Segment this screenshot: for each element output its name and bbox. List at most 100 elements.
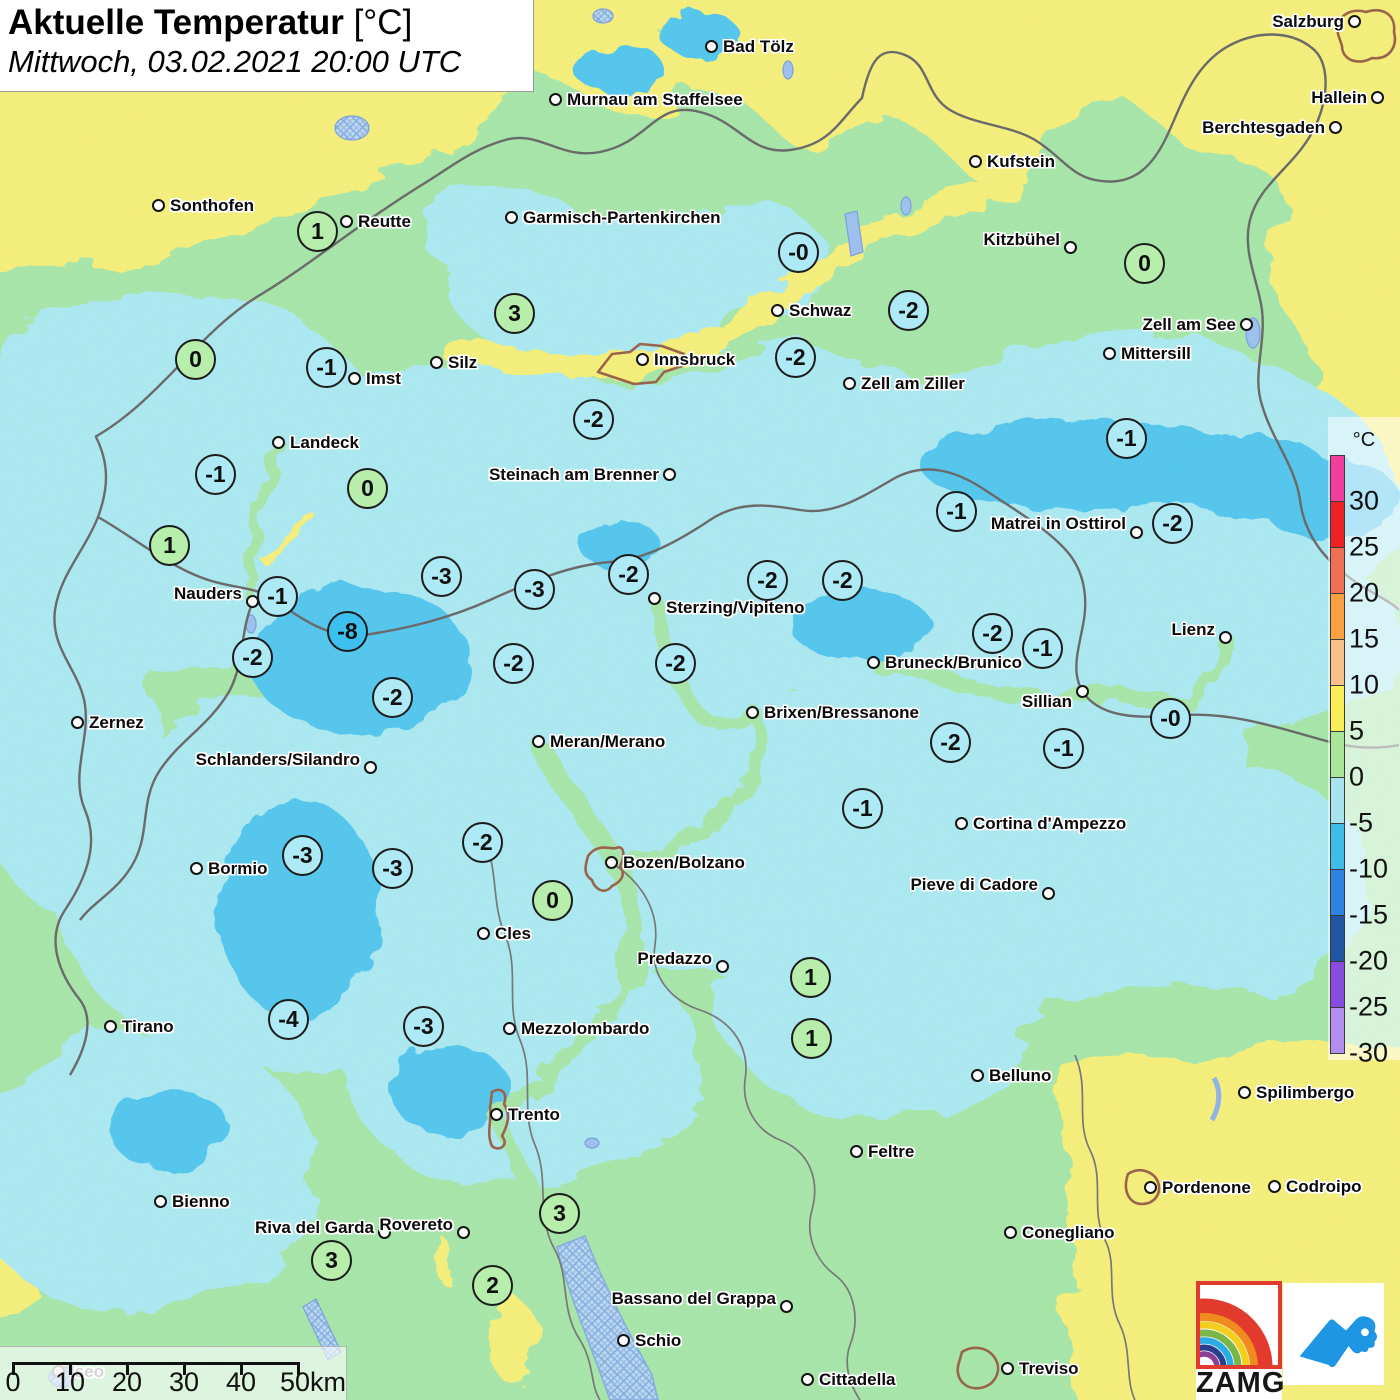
city-marker-berchtesgaden	[1329, 121, 1342, 134]
city-marker-zell-am-ziller	[843, 377, 856, 390]
city-label-kufstein: Kufstein	[987, 152, 1055, 171]
city-marker-predazzo	[716, 960, 729, 973]
city-label-rovereto: Rovereto	[379, 1215, 453, 1234]
city-marker-reutte	[340, 215, 353, 228]
city-marker-lienz	[1219, 631, 1232, 644]
city-marker-mezzolombardo	[503, 1022, 516, 1035]
legend-color--25	[1330, 961, 1345, 1008]
station-temp-bubble: 0	[532, 880, 573, 921]
legend-tick-label: -30	[1349, 1037, 1389, 1068]
city-marker-schio	[617, 1334, 630, 1347]
station-temp-bubble: -2	[462, 822, 503, 863]
station-temp-bubble: -2	[888, 290, 929, 331]
city-marker-feltre	[850, 1145, 863, 1158]
station-temp-bubble: -1	[1106, 418, 1147, 459]
city-label-mittersill: Mittersill	[1121, 344, 1191, 363]
city-marker-kitzb-hel	[1064, 241, 1077, 254]
station-temp-bubble: 1	[297, 211, 338, 252]
city-label-bozen-bolzano: Bozen/Bolzano	[623, 853, 745, 872]
station-temp-bubble: -0	[1150, 698, 1191, 739]
station-temp-bubble: -2	[655, 643, 696, 684]
scale-bar: 0 10 20 30 40 50km	[0, 1346, 347, 1400]
station-temp-bubble: 3	[311, 1240, 352, 1281]
scale-bar-tick	[240, 1362, 243, 1375]
legend-color--15	[1330, 869, 1345, 916]
city-marker-sterzing-vipiteno	[648, 592, 661, 605]
station-temp-bubble: -1	[195, 454, 236, 495]
legend-tick-label: 0	[1349, 761, 1365, 792]
station-temp-bubble: -2	[493, 643, 534, 684]
scale-bar-line	[13, 1362, 299, 1365]
station-temp-bubble: 0	[175, 339, 216, 380]
city-label-predazzo: Predazzo	[637, 949, 712, 968]
city-marker-riva-del-garda	[378, 1226, 391, 1239]
city-label-zell-am-see: Zell am See	[1142, 315, 1236, 334]
legend-color-5	[1330, 685, 1345, 732]
city-marker-sonthofen	[152, 199, 165, 212]
scale-bar-tick	[297, 1362, 300, 1375]
regional-borders	[479, 829, 1136, 1400]
city-marker-belluno	[971, 1069, 984, 1082]
station-temp-bubble: 1	[149, 525, 190, 566]
scale-bar-label: 0	[5, 1367, 21, 1397]
map-title-unit: [°C]	[353, 3, 413, 42]
legend-color--20	[1330, 915, 1345, 962]
city-marker-kufstein	[969, 155, 982, 168]
city-marker-steinach-am-brenner	[663, 468, 676, 481]
station-temp-bubble: 3	[494, 293, 535, 334]
city-label-berchtesgaden: Berchtesgaden	[1202, 118, 1325, 137]
station-temp-bubble: -1	[936, 491, 977, 532]
station-temp-bubble: -1	[1022, 628, 1063, 669]
scale-bar-label: 50km	[279, 1367, 347, 1397]
city-label-brixen-bressanone: Brixen/Bressanone	[764, 703, 919, 722]
city-marker-garmisch-partenkirchen	[505, 211, 518, 224]
station-temp-bubble: -1	[306, 347, 347, 388]
city-marker-trento	[490, 1108, 503, 1121]
city-marker-sillian	[1076, 685, 1089, 698]
legend-tick-label: -15	[1349, 899, 1389, 930]
city-label-trento: Trento	[508, 1105, 560, 1124]
city-marker-imst	[348, 372, 361, 385]
city-marker-conegliano	[1004, 1226, 1017, 1239]
city-marker-hallein	[1371, 91, 1384, 104]
city-label-schlanders-silandro: Schlanders/Silandro	[195, 750, 360, 769]
temperature-legend: °C 30 25 20 15 10 5 0 -5 -10 -15 -20 -25 -30	[1328, 417, 1400, 1068]
city-marker-pordenone	[1144, 1181, 1157, 1194]
legend-tick-label: 10	[1349, 669, 1380, 700]
city-marker-codroipo	[1268, 1180, 1281, 1193]
city-label-lienz: Lienz	[1171, 620, 1215, 639]
scale-bar-label: 30	[168, 1367, 200, 1397]
city-marker-zell-am-see	[1240, 318, 1253, 331]
legend-color-15	[1330, 593, 1345, 640]
scale-bar-tick	[126, 1362, 129, 1375]
legend-tick-label: -10	[1349, 853, 1389, 884]
city-label-bormio: Bormio	[208, 859, 268, 878]
city-label-mezzolombardo: Mezzolombardo	[521, 1019, 650, 1038]
city-label-murnau-am-staffelsee: Murnau am Staffelsee	[567, 90, 743, 109]
city-label-conegliano: Conegliano	[1022, 1223, 1115, 1242]
station-temp-bubble: 1	[790, 957, 831, 998]
city-label-pieve-di-cadore: Pieve di Cadore	[910, 875, 1038, 894]
legend-unit-label: °C	[1352, 429, 1376, 451]
city-marker-bozen-bolzano	[605, 856, 618, 869]
scale-bar-label: 20	[111, 1367, 143, 1397]
city-label-bad-t-lz: Bad Tölz	[723, 37, 794, 56]
legend-tick-label: 30	[1349, 485, 1380, 516]
station-temp-bubble: -3	[403, 1006, 444, 1047]
station-temp-bubble: 2	[472, 1265, 513, 1306]
legend-tick-label: 25	[1349, 531, 1380, 562]
legend-color-10	[1330, 639, 1345, 686]
station-temp-bubble: -2	[747, 560, 788, 601]
city-label-garmisch-partenkirchen: Garmisch-Partenkirchen	[523, 208, 721, 227]
city-label-riva-del-garda: Riva del Garda	[254, 1218, 374, 1237]
legend-color-25	[1330, 501, 1345, 548]
city-marker-mittersill	[1103, 347, 1116, 360]
city-marker-silz	[430, 356, 443, 369]
city-label-codroipo: Codroipo	[1286, 1177, 1362, 1196]
legend-tick-label: -20	[1349, 945, 1389, 976]
station-temp-bubble: -2	[972, 613, 1013, 654]
city-marker-cittadella	[801, 1373, 814, 1386]
city-label-innsbruck: Innsbruck	[654, 350, 736, 369]
city-boundaries	[487, 9, 1397, 1390]
